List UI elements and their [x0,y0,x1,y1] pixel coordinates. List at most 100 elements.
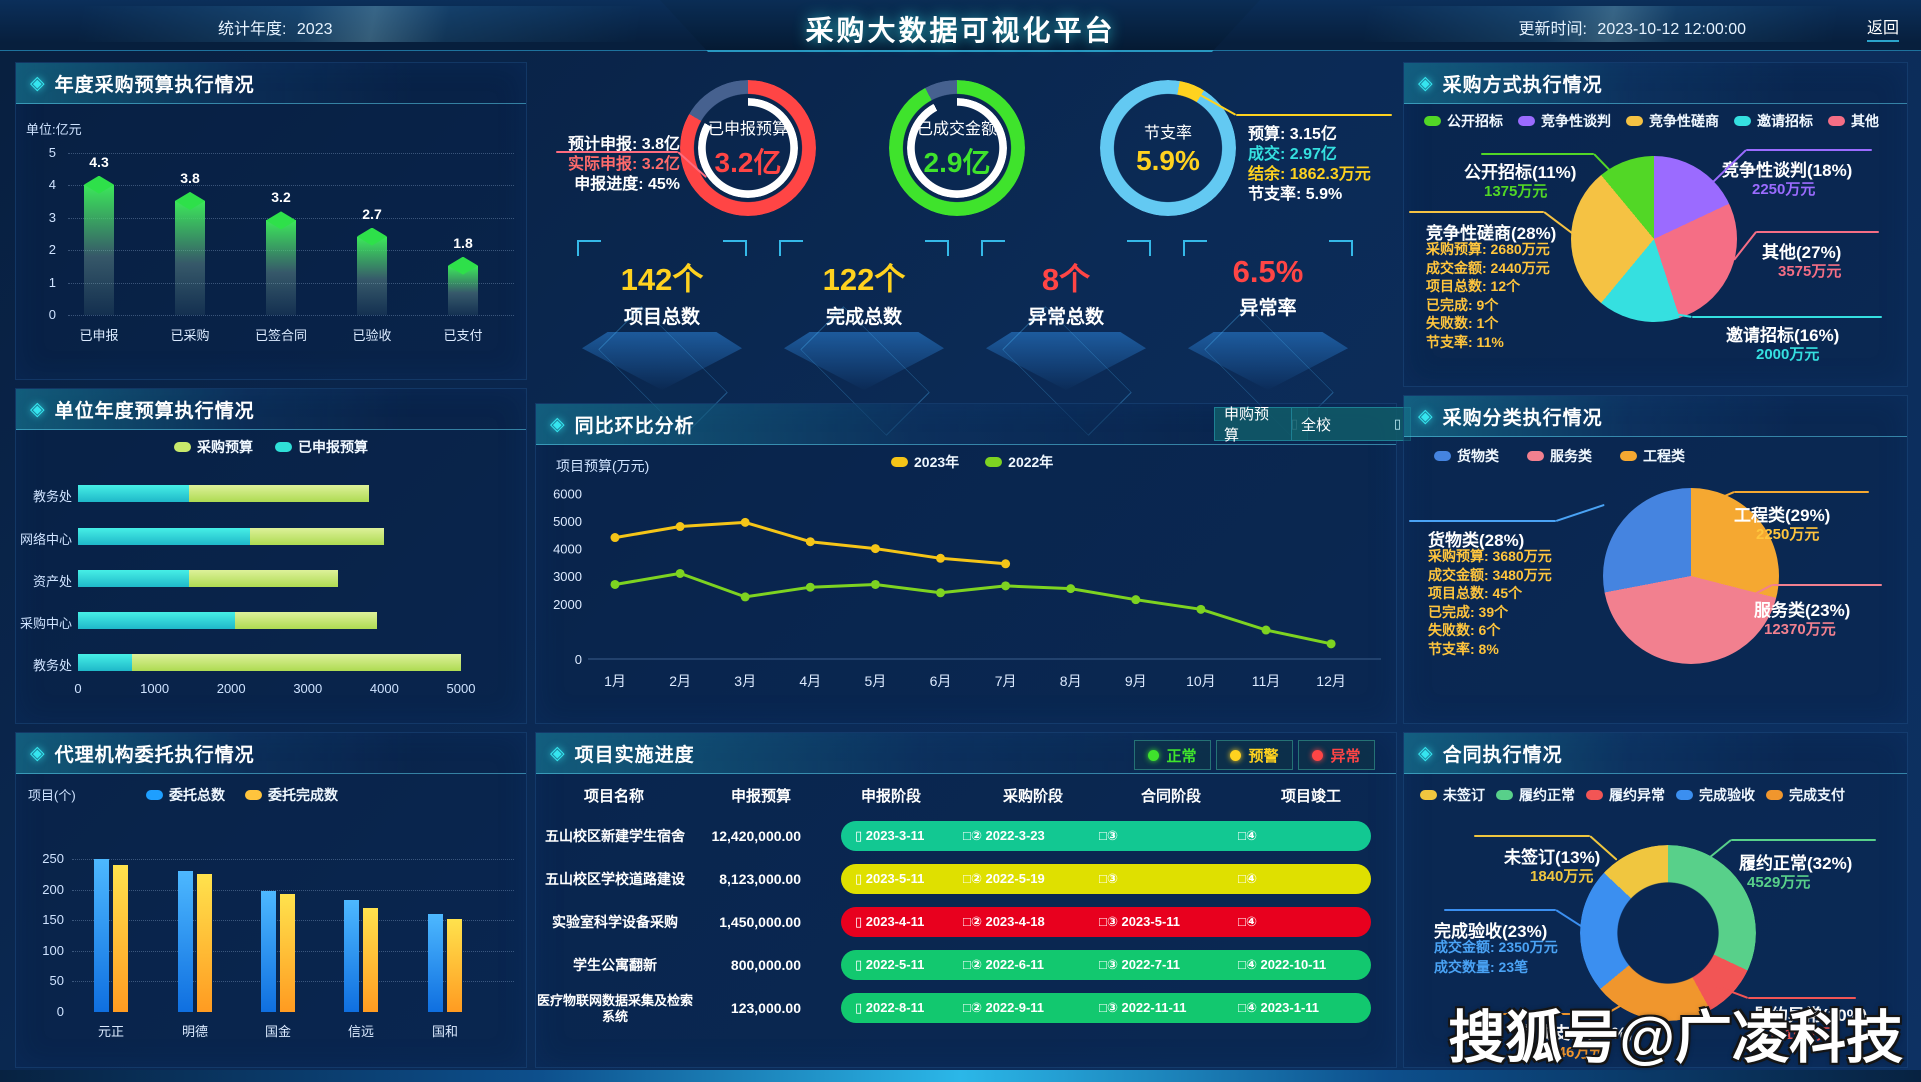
kpi-donut-value: 5.9% [1136,145,1200,176]
pie-legend-item[interactable]: 服务类 [1527,446,1592,466]
bar-cap [84,175,114,194]
stage-marker: □③ 2023-5-11 [1099,914,1181,929]
callout-line [1474,835,1590,837]
project-progress-bar[interactable]: ▯ 2022-5-11 □② 2022-6-11 □③ 2022-7-11 □④ 20… [841,950,1371,980]
bar-segment-declared [78,485,190,502]
svg-text:4月: 4月 [799,673,821,689]
legend-swatch [1626,116,1643,126]
agency-legend-item[interactable]: 委托总数 [146,785,225,805]
pie-legend-item[interactable]: 其他 [1828,111,1879,131]
pie-legend-item[interactable]: 竞争性磋商 [1626,111,1719,131]
project-budget: 1,450,000.00 [719,914,801,930]
yoy-select-button[interactable]: 全校 ▯ [1291,407,1411,441]
panel-agency-header: ◈ 代理机构委托执行情况 [16,733,526,774]
project-name: 五山校区新建学生宿舍 [545,828,685,844]
callout-detail-line: 失败数: 6个 [1428,622,1501,638]
pie-legend-item[interactable]: 竞争性谈判 [1518,111,1611,131]
project-progress-bar[interactable]: ▯ 2023-3-11 □② 2022-3-23 □③ □④ [841,821,1371,851]
y-tick-label: 150 [42,912,64,928]
unit-budget-legend-item[interactable]: 已申报预算 [275,437,368,457]
callout-value: 1840万元 [1530,868,1594,885]
stat-card-value: 142个 [620,262,704,297]
pie-legend-item[interactable]: 工程类 [1620,446,1685,466]
svg-text:7月: 7月 [995,673,1017,689]
project-progress-bar[interactable]: ▯ 2023-4-11 □② 2023-4-18 □③ 2023-5-11 □④ [841,907,1371,937]
unit-budget-legend: 采购预算 已申报预算 [16,437,526,457]
table-column-header: 项目名称 [583,788,644,805]
x-tick-label: 3000 [293,681,323,696]
svg-text:3月: 3月 [734,673,756,689]
svg-text:11月: 11月 [1252,673,1281,689]
watermark: 搜狐号@广凌科技 [1448,1006,1903,1070]
x-tick-label: 4000 [369,681,399,696]
panel-contract: ◈ 合同执行情况 未签订 履约正常 履约异常 完成验收 完成支付 未签订(13%) 184… [1403,732,1908,1068]
stage-marker: □④ 2023-1-11 [1238,1000,1320,1015]
callout-label: 竞争性谈判(18%) [1722,161,1853,180]
bar-value-label: 2.7 [362,205,382,222]
pie-legend-item[interactable]: 完成验收 [1676,785,1755,805]
gridline [72,859,514,860]
callout-label: 货物类(28%) [1428,531,1525,550]
yoy-legend-item[interactable]: 2023年 [891,452,959,472]
x-category-label: 元正 [97,1024,124,1039]
progress-status-button[interactable]: 预警 [1216,740,1293,770]
pie-legend-item[interactable]: 履约正常 [1496,785,1575,805]
stage-marker: □② 2022-3-23 [963,828,1045,843]
unit-budget-legend-item[interactable]: 采购预算 [174,437,253,457]
project-progress-bar[interactable]: ▯ 2022-8-11 □② 2022-9-11 □③ 2022-11-11 □④ 2… [841,993,1371,1023]
project-progress-bar[interactable]: ▯ 2023-5-11 □② 2022-5-19 □③ □④ [841,864,1371,894]
bar-segment-declared [78,654,132,671]
callout-label: 邀请招标(16%) [1726,326,1840,345]
svg-text:10月: 10月 [1186,673,1216,689]
callout-value: 2246万元 [1541,1044,1605,1061]
x-category-label: 已申报 [79,328,119,343]
callout-detail-line: 成交金额: 2440万元 [1426,259,1550,276]
agency-legend-item[interactable]: 委托完成数 [245,785,338,805]
pie-legend-item[interactable]: 履约异常 [1586,785,1665,805]
callout-label: 完成验收(23%) [1434,922,1548,941]
panel-purchase-method-header: ◈ 采购方式执行情况 [1404,63,1907,104]
panel-purchase-category: ◈ 采购分类执行情况 货物类 服务类 工程类 工程类(29%) 2250万元 服务类(2… [1403,395,1908,724]
callout-line [1409,211,1544,213]
panel-diamond-icon: ◈ [30,742,45,764]
panel-contract-title: 合同执行情况 [1442,744,1563,766]
stat-year-value: 2023 [296,21,333,38]
back-button[interactable]: 返回 [1866,14,1899,42]
bar-segment-purchase [131,654,461,671]
stat-card-value: 8个 [1041,262,1091,297]
callout-line [1555,504,1605,522]
callout-detail-line: 项目总数: 12个 [1426,278,1521,294]
project-name: 学生公寓翻新 [573,957,657,973]
yoy-legend-item[interactable]: 2022年 [985,452,1053,472]
row-label: 网络中心 [19,532,72,547]
legend-label: 服务类 [1550,448,1592,464]
purchase-method-legend: 公开招标 竞争性谈判 竞争性磋商 邀请招标 其他 [1424,111,1879,131]
pie-legend-item[interactable]: 未签订 [1420,785,1485,805]
project-name: 五山校区学校道路建设 [545,871,685,887]
kpi-donut-name: 节支率 [1143,125,1192,142]
x-category-label: 国和 [431,1024,458,1039]
stat-cards-region: 142个 项目总数 122个 完成总数 8个 异常总数 6.5% 异常率 [535,240,1395,436]
pie-legend-item[interactable]: 货物类 [1434,446,1499,466]
panel-progress-title: 项目实施进度 [574,744,695,766]
callout-line [1444,909,1556,911]
y-tick-label: 200 [42,881,64,897]
bar [357,236,387,315]
pie-legend-item[interactable]: 完成支付 [1766,785,1845,805]
table-column-header: 采购阶段 [1002,788,1063,805]
panel-diamond-icon: ◈ [550,742,565,764]
stage-marker: □② 2023-4-18 [963,914,1045,929]
status-bulb-icon [1230,749,1242,761]
progress-status-button[interactable]: 异常 [1298,740,1375,770]
pie-legend-item[interactable]: 邀请招标 [1734,111,1813,131]
legend-swatch [1766,790,1783,800]
x-tick-label: 1000 [140,681,170,696]
callout-detail-line: 节支率: 11% [1426,333,1504,350]
callout-value: 2250万元 [1752,181,1816,198]
legend-label: 采购预算 [197,439,253,455]
pie-legend-item[interactable]: 公开招标 [1424,111,1503,131]
stage-marker: □② 2022-6-11 [963,957,1045,972]
progress-status-button[interactable]: 正常 [1134,740,1211,770]
pie-chart [1571,156,1737,322]
bar-segment-purchase [189,570,339,587]
